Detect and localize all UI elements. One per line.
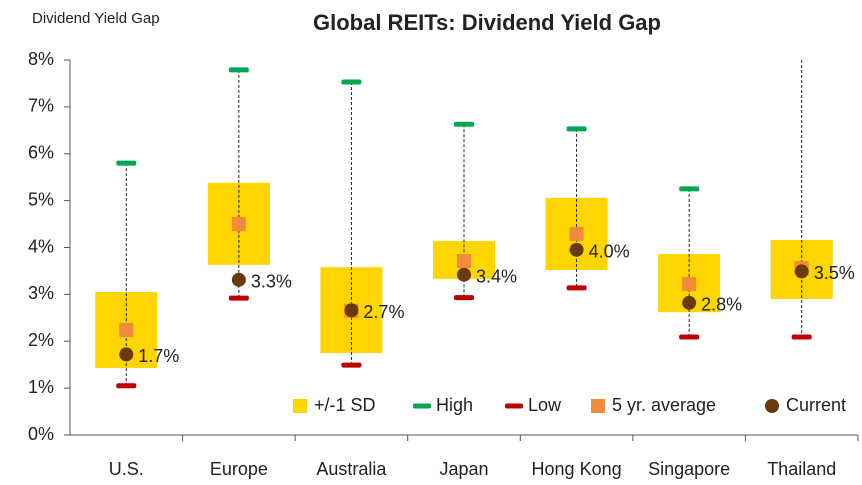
high-marker xyxy=(454,121,474,127)
current-marker xyxy=(794,264,809,279)
average-marker xyxy=(119,323,134,337)
x-tick-label: Thailand xyxy=(767,459,836,479)
high-marker xyxy=(679,186,700,192)
y-axis-label: Dividend Yield Gap xyxy=(32,10,160,27)
data-label: 4.0% xyxy=(589,242,630,262)
low-marker xyxy=(116,383,137,389)
y-tick-label: 2% xyxy=(28,330,54,350)
average-marker xyxy=(682,277,697,292)
y-tick-label: 5% xyxy=(28,189,54,209)
y-tick-label: 6% xyxy=(28,143,54,163)
data-label: 3.3% xyxy=(251,272,292,292)
x-tick-label: Japan xyxy=(439,459,488,479)
legend-swatch xyxy=(591,399,605,413)
current-marker xyxy=(569,242,584,257)
x-tick-label: Singapore xyxy=(648,459,730,479)
low-marker xyxy=(566,285,587,291)
legend-label: Current xyxy=(786,395,846,415)
data-label: 2.8% xyxy=(701,295,742,315)
x-tick-label: Europe xyxy=(210,459,268,479)
high-marker xyxy=(228,67,249,73)
low-marker xyxy=(791,334,812,340)
average-marker xyxy=(231,217,246,232)
low-marker xyxy=(228,295,249,301)
average-marker xyxy=(569,226,584,241)
average-marker xyxy=(457,254,471,269)
x-tick-label: Hong Kong xyxy=(532,459,622,479)
current-marker xyxy=(344,303,359,318)
y-tick-label: 4% xyxy=(28,236,54,256)
low-marker xyxy=(454,295,474,301)
data-label: 2.7% xyxy=(363,302,404,322)
current-marker xyxy=(119,347,134,362)
legend-swatch xyxy=(765,399,779,413)
chart-title: Global REITs: Dividend Yield Gap xyxy=(313,10,661,35)
current-marker xyxy=(457,267,471,282)
y-tick-label: 8% xyxy=(28,49,54,69)
x-tick-label: U.S. xyxy=(109,459,144,479)
y-tick-label: 3% xyxy=(28,283,54,303)
low-marker xyxy=(341,362,362,368)
current-marker xyxy=(231,272,246,287)
low-marker xyxy=(679,334,700,340)
data-label: 1.7% xyxy=(138,346,179,366)
legend-label: High xyxy=(436,395,473,415)
y-tick-label: 0% xyxy=(28,424,54,444)
x-tick-label: Australia xyxy=(316,459,387,479)
high-marker xyxy=(566,126,587,132)
y-tick-label: 1% xyxy=(28,377,54,397)
legend-swatch xyxy=(505,403,523,409)
data-label: 3.5% xyxy=(814,263,855,283)
high-marker xyxy=(341,79,362,85)
data-label: 3.4% xyxy=(476,266,517,286)
legend-swatch xyxy=(293,399,307,413)
legend-label: 5 yr. average xyxy=(612,395,716,415)
current-marker xyxy=(682,295,697,310)
legend-label: Low xyxy=(528,395,562,415)
legend-swatch xyxy=(413,403,431,409)
legend-label: +/-1 SD xyxy=(314,395,376,415)
high-marker xyxy=(116,160,137,166)
y-tick-label: 7% xyxy=(28,96,54,116)
